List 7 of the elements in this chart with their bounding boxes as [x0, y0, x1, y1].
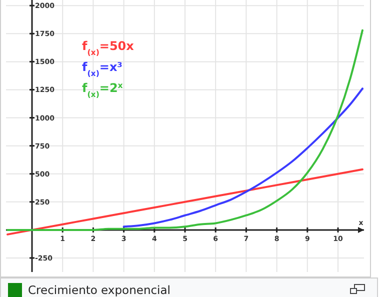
line-series: [6, 29, 364, 231]
text: f$_{(x)}$=2$^{x}$: [82, 80, 123, 98]
line-series: [6, 168, 364, 236]
text: Crecimiento exponencial: [28, 283, 170, 297]
line-series: [122, 88, 364, 228]
text: f$_{(x)}$=x³: [82, 60, 122, 78]
text: f$_{(x)}$=50x: [82, 39, 134, 56]
